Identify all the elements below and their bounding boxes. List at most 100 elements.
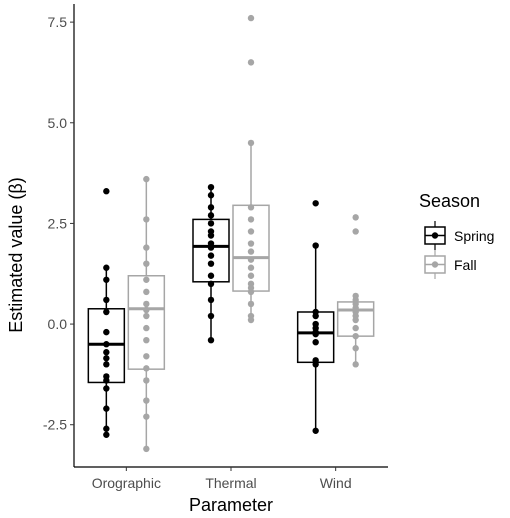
data-point — [247, 216, 255, 223]
data-point — [207, 220, 215, 227]
data-point — [247, 272, 255, 279]
data-point — [207, 212, 215, 219]
y-axis-title: Estimated value (β) — [6, 177, 26, 332]
y-ticks: -2.5 0.0 2.5 5.0 7.5 — [43, 14, 74, 433]
x-tick-label: Orographic — [92, 475, 161, 491]
x-ticks: Orographic Thermal Wind — [92, 467, 352, 491]
box-fall-wind — [336, 214, 375, 368]
data-point — [207, 252, 215, 259]
data-point — [247, 316, 255, 324]
data-point — [103, 341, 110, 348]
data-point — [352, 345, 359, 352]
data-point — [103, 355, 110, 362]
x-axis-title: Parameter — [189, 495, 273, 515]
data-point — [143, 216, 150, 223]
data-point — [207, 296, 215, 304]
data-point — [103, 296, 110, 304]
data-point — [207, 204, 215, 211]
data-point — [143, 445, 150, 453]
data-point — [312, 200, 319, 207]
y-tick-label: -2.5 — [43, 417, 67, 433]
data-point — [207, 280, 215, 288]
legend-key-point — [431, 232, 439, 239]
data-point — [247, 264, 255, 271]
data-point — [207, 272, 215, 279]
data-point — [352, 324, 359, 332]
axes — [73, 4, 388, 468]
box-spring-thermal — [192, 183, 230, 344]
box-fall-orographic — [127, 175, 166, 453]
data-point — [143, 306, 150, 314]
y-tick-label: 2.5 — [48, 215, 68, 231]
data-point — [312, 338, 319, 346]
legend-title: Season — [419, 191, 480, 211]
data-point — [143, 244, 150, 251]
data-point — [207, 260, 215, 267]
y-tick-label: 0.0 — [48, 316, 68, 332]
data-point — [247, 228, 255, 235]
data-point — [143, 288, 150, 296]
data-point — [103, 431, 110, 438]
plot-area — [87, 14, 375, 453]
data-point — [352, 361, 359, 368]
legend-key-point — [431, 261, 439, 268]
data-point — [312, 330, 319, 338]
data-point — [143, 377, 150, 384]
data-point — [247, 204, 255, 211]
data-point — [103, 405, 110, 412]
data-point — [103, 349, 110, 356]
data-point — [143, 276, 150, 283]
data-point — [247, 300, 255, 308]
data-point — [352, 316, 359, 324]
box-spring-wind — [296, 200, 335, 434]
data-point — [103, 264, 110, 271]
data-point — [247, 139, 255, 147]
x-tick-label: Wind — [320, 475, 352, 491]
data-point — [103, 425, 110, 432]
data-point — [312, 242, 319, 249]
data-point — [103, 328, 110, 336]
data-point — [103, 361, 110, 368]
data-point — [207, 244, 215, 251]
data-point — [207, 336, 215, 344]
data-point — [143, 312, 150, 320]
box-spring-orographic — [87, 188, 126, 438]
data-point — [103, 276, 110, 283]
box-fall-thermal — [232, 14, 270, 324]
data-point — [352, 228, 359, 235]
data-point — [312, 312, 319, 320]
data-point — [143, 175, 150, 183]
data-point — [103, 377, 110, 384]
data-point — [143, 365, 150, 372]
data-point — [247, 288, 255, 296]
data-point — [207, 312, 215, 320]
data-point — [143, 336, 150, 344]
data-point — [352, 214, 359, 221]
data-point — [143, 413, 150, 420]
data-point — [143, 300, 150, 308]
legend-label: Fall — [454, 257, 477, 273]
y-tick-label: 5.0 — [48, 115, 68, 131]
data-point — [103, 385, 110, 392]
data-point — [247, 248, 255, 255]
data-point — [352, 332, 359, 340]
data-point — [312, 427, 319, 434]
legend-label: Spring — [454, 228, 494, 244]
data-point — [143, 397, 150, 404]
data-point — [247, 14, 255, 22]
data-point — [207, 183, 215, 191]
data-point — [247, 59, 255, 66]
y-tick-label: 7.5 — [48, 14, 68, 30]
data-point — [207, 192, 215, 199]
legend-item-fall: Fall — [424, 250, 477, 279]
data-point — [103, 188, 110, 195]
data-point — [207, 232, 215, 239]
legend: Season Spring Fall — [419, 191, 494, 279]
x-tick-label: Thermal — [205, 475, 256, 491]
data-point — [247, 240, 255, 247]
data-point — [312, 361, 319, 368]
data-point — [143, 260, 150, 267]
data-point — [103, 308, 110, 316]
legend-item-spring: Spring — [424, 221, 494, 250]
